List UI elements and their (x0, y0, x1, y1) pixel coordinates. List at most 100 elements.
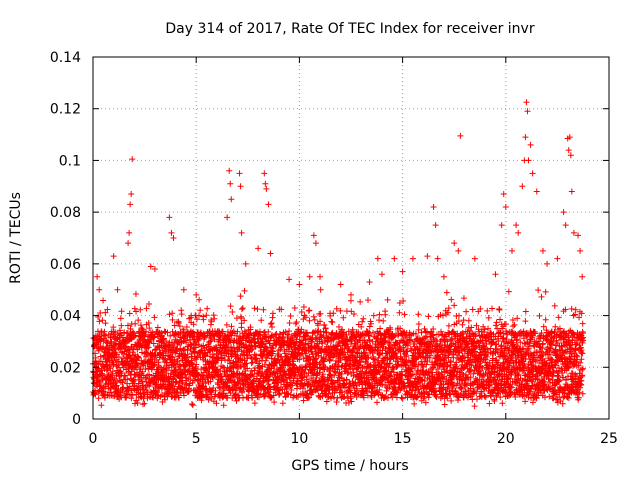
data-point (278, 354, 285, 361)
data-point (130, 376, 137, 383)
data-point (504, 331, 511, 338)
data-point (131, 333, 138, 340)
data-point (370, 312, 377, 319)
data-point (146, 325, 153, 332)
data-point (204, 367, 211, 374)
data-point (282, 394, 289, 401)
data-point (241, 317, 248, 324)
data-point (153, 346, 160, 353)
data-point (193, 316, 200, 323)
data-point (321, 321, 328, 328)
data-point (104, 339, 111, 346)
data-point (190, 321, 197, 328)
data-point (287, 313, 294, 320)
data-point (415, 326, 422, 333)
data-point (293, 319, 300, 326)
data-point (294, 393, 301, 400)
data-point (102, 320, 109, 327)
data-point (121, 329, 128, 336)
data-point (179, 379, 186, 386)
data-point (496, 306, 503, 313)
data-point (197, 307, 204, 314)
data-point (97, 343, 104, 350)
data-point (271, 399, 278, 406)
data-point (499, 400, 506, 407)
data-point (151, 361, 158, 368)
data-point (187, 376, 194, 383)
data-point (239, 305, 246, 312)
data-point (415, 311, 422, 318)
data-point (114, 286, 121, 293)
data-point (151, 314, 158, 321)
data-point (172, 379, 179, 386)
data-point (443, 289, 450, 296)
data-point (137, 306, 144, 313)
data-point (415, 321, 422, 328)
data-point (505, 288, 512, 295)
data-point (251, 351, 258, 358)
data-point (357, 298, 364, 305)
data-point (411, 400, 418, 407)
data-point (141, 331, 148, 338)
data-point (312, 356, 319, 363)
data-point (242, 360, 249, 367)
data-point (154, 389, 161, 396)
data-point (211, 315, 218, 322)
data-point (175, 353, 182, 360)
data-point (300, 303, 307, 310)
data-point (262, 357, 269, 364)
data-point (301, 344, 308, 351)
data-point (193, 389, 200, 396)
data-point (202, 352, 209, 359)
data-point (92, 354, 99, 361)
data-point (152, 352, 159, 359)
data-point (348, 398, 355, 405)
data-point (233, 384, 240, 391)
data-point (173, 347, 180, 354)
data-point (164, 329, 171, 336)
data-point (542, 316, 549, 323)
data-point (203, 312, 210, 319)
data-point (224, 372, 231, 379)
data-point (257, 344, 264, 351)
data-point (270, 392, 277, 399)
data-point (376, 311, 383, 318)
data-point (306, 378, 313, 385)
data-point (231, 345, 238, 352)
data-point (257, 391, 264, 398)
data-point (260, 306, 267, 313)
data-point (238, 306, 245, 313)
data-point (199, 384, 206, 391)
data-point (305, 307, 312, 314)
data-point (138, 324, 145, 331)
data-point (279, 386, 286, 393)
data-point (220, 364, 227, 371)
data-point (158, 332, 165, 339)
data-point (133, 308, 140, 315)
data-point (140, 401, 147, 408)
data-point (129, 349, 136, 356)
data-point (150, 334, 157, 341)
data-point (198, 329, 205, 336)
data-point (115, 353, 122, 360)
data-point (247, 353, 254, 360)
data-point (200, 342, 207, 349)
data-point (244, 365, 251, 372)
data-point (238, 320, 245, 327)
data-point (132, 290, 139, 297)
data-point (376, 317, 383, 324)
data-point (221, 368, 228, 375)
data-point (298, 326, 305, 333)
data-point (447, 337, 454, 344)
data-point (276, 390, 283, 397)
data-point (169, 310, 176, 317)
data-point (445, 305, 452, 312)
data-point (104, 306, 111, 313)
data-point (293, 392, 300, 399)
data-point (279, 400, 286, 407)
data-point (317, 310, 324, 317)
data-point (135, 354, 142, 361)
data-point (227, 390, 234, 397)
data-point (135, 373, 142, 380)
